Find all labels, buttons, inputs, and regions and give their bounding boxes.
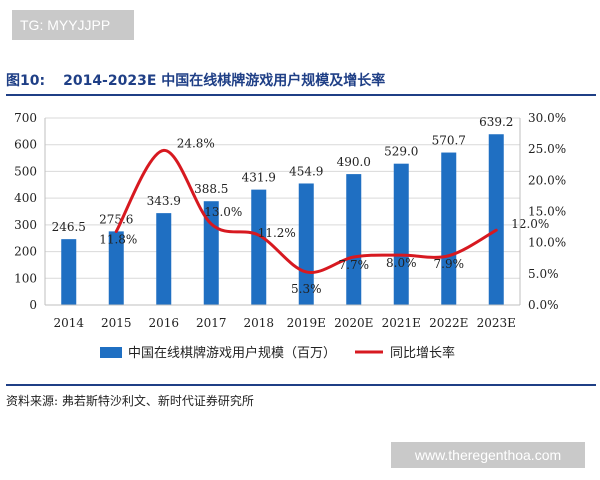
chart-legend: 中国在线棋牌游戏用户规模（百万） 同比增长率 bbox=[100, 345, 455, 361]
x-axis: 2014 2015 2016 2017 2018 2019E 2020E 2021E 2022E… bbox=[45, 304, 520, 330]
growth-rate-label: 24.8% bbox=[177, 136, 215, 150]
watermark-tag: TG: MYYJJPP bbox=[12, 10, 134, 40]
bar bbox=[441, 152, 457, 305]
y-left-tick-label: 600 bbox=[14, 138, 37, 152]
y-left-tick-label: 0 bbox=[29, 298, 37, 312]
bar-value-label: 275.6 bbox=[99, 212, 133, 226]
growth-rate-label: 8.0% bbox=[386, 256, 417, 270]
title-divider bbox=[6, 94, 596, 96]
growth-rate-label: 11.8% bbox=[99, 232, 137, 246]
bar-value-label: 454.9 bbox=[289, 164, 323, 178]
growth-rate-label: 7.7% bbox=[339, 258, 370, 272]
source-note: 资料来源: 弗若斯特沙利文、新时代证券研究所 bbox=[6, 394, 254, 408]
growth-line bbox=[114, 148, 498, 274]
x-tick-label: 2022E bbox=[429, 316, 468, 330]
growth-line-series bbox=[114, 148, 498, 274]
y-left-tick-label: 100 bbox=[14, 271, 37, 285]
bar bbox=[346, 174, 362, 305]
y-right-tick-label: 0.0% bbox=[528, 298, 559, 312]
legend-bar-swatch bbox=[100, 347, 122, 358]
y-left-tick-label: 500 bbox=[14, 164, 37, 178]
y-right-tick-label: 15.0% bbox=[528, 205, 566, 219]
bar bbox=[298, 183, 314, 305]
combo-chart: 246.5 275.6 343.9 388.5 431.9 454.9 490.0 529.0… bbox=[14, 111, 566, 361]
y-left-tick-label: 400 bbox=[14, 191, 37, 205]
y-right-tick-label: 20.0% bbox=[528, 173, 566, 187]
bar-value-label: 431.9 bbox=[242, 171, 276, 185]
x-tick-label: 2015 bbox=[101, 316, 132, 330]
bar bbox=[488, 134, 504, 305]
left-axis: 0 100 200 300 400 500 600 700 bbox=[14, 111, 46, 312]
bar-value-label: 490.0 bbox=[337, 155, 371, 169]
x-tick-label: 2014 bbox=[53, 316, 84, 330]
y-right-tick-label: 10.0% bbox=[528, 236, 566, 250]
y-right-tick-label: 30.0% bbox=[528, 111, 566, 125]
growth-rate-label: 5.3% bbox=[291, 282, 322, 296]
growth-rate-label: 11.2% bbox=[258, 226, 296, 240]
growth-rate-label: 12.0% bbox=[511, 217, 549, 231]
x-tick-label: 2020E bbox=[334, 316, 373, 330]
bar bbox=[393, 163, 409, 305]
figure-number: 图10: bbox=[6, 73, 46, 89]
bar-value-labels: 246.5 275.6 343.9 388.5 431.9 454.9 490.0 529.0… bbox=[52, 115, 514, 234]
x-tick-label: 2019E bbox=[287, 316, 326, 330]
legend-bar-label: 中国在线棋牌游戏用户规模（百万） bbox=[128, 345, 336, 361]
growth-rate-label: 13.0% bbox=[204, 205, 242, 219]
bar bbox=[251, 189, 267, 305]
bar-value-label: 343.9 bbox=[147, 194, 181, 208]
x-tick-label: 2016 bbox=[148, 316, 179, 330]
bar-value-label: 570.7 bbox=[432, 134, 466, 148]
x-tick-label: 2018 bbox=[243, 316, 274, 330]
x-tick-label: 2017 bbox=[196, 316, 227, 330]
growth-rate-label: 7.9% bbox=[434, 257, 465, 271]
bar-value-label: 639.2 bbox=[479, 115, 513, 129]
right-axis: 0.0% 5.0% 10.0% 15.0% 20.0% 25.0% 30.0% bbox=[519, 111, 566, 312]
y-left-tick-label: 700 bbox=[14, 111, 37, 125]
figure-title-text: 2014-2023E 中国在线棋牌游戏用户规模及增长率 bbox=[63, 73, 386, 89]
bar-value-label: 529.0 bbox=[384, 145, 418, 159]
source-divider bbox=[6, 384, 596, 386]
y-right-tick-label: 25.0% bbox=[528, 142, 566, 156]
bar bbox=[108, 231, 124, 305]
growth-rate-labels: 11.8% 24.8% 13.0% 11.2% 5.3% 7.7% 8.0% 7.9% 12.0… bbox=[99, 136, 549, 296]
bar bbox=[156, 213, 172, 305]
gridlines bbox=[45, 117, 520, 306]
x-tick-label: 2023E bbox=[477, 316, 516, 330]
y-left-tick-label: 200 bbox=[14, 245, 37, 259]
x-tick-label: 2021E bbox=[382, 316, 421, 330]
figure-title: 图10: 2014-2023E 中国在线棋牌游戏用户规模及增长率 bbox=[6, 70, 385, 90]
bar-value-label: 246.5 bbox=[52, 220, 86, 234]
y-right-tick-label: 5.0% bbox=[528, 267, 559, 281]
bar bbox=[61, 239, 77, 305]
bar-value-label: 388.5 bbox=[194, 182, 228, 196]
y-left-tick-label: 300 bbox=[14, 218, 37, 232]
website-watermark: www.theregenthoa.com bbox=[391, 442, 585, 468]
legend-line-label: 同比增长率 bbox=[390, 345, 455, 361]
